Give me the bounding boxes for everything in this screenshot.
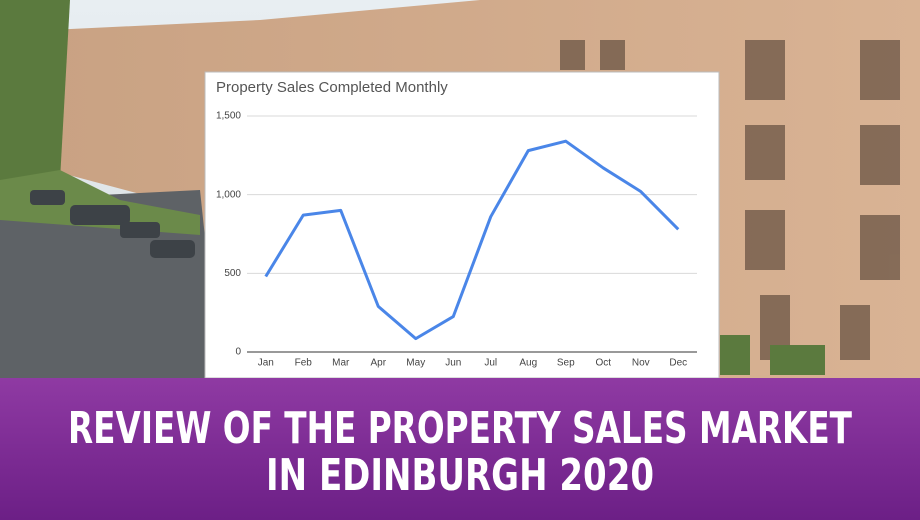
- x-tick-label: Jun: [445, 358, 461, 369]
- chart-title: Property Sales Completed Monthly: [216, 79, 448, 96]
- y-tick-label: 0: [235, 347, 241, 358]
- x-tick-label: Jul: [484, 358, 497, 369]
- x-tick-label: May: [406, 358, 425, 369]
- banner: [0, 378, 920, 520]
- chart-card: [204, 71, 720, 379]
- x-tick-label: Aug: [519, 358, 537, 369]
- x-tick-label: Apr: [370, 358, 386, 369]
- data-line: [264, 139, 680, 341]
- banner-title: IN EDINBURGH 2020: [266, 450, 654, 501]
- plot-area: 0 500 1,000 1,500 Jan Feb Mar Apr May Jun Jul Aug Se…: [216, 111, 697, 369]
- x-tick-label: Dec: [669, 358, 687, 369]
- x-tick-label: Mar: [332, 358, 350, 369]
- y-tick-label: 1,500: [216, 111, 241, 122]
- x-tick-label: Nov: [632, 358, 650, 369]
- banner-title: REVIEW OF THE PROPERTY SALES MARKET: [68, 403, 852, 454]
- x-tick-label: Sep: [557, 358, 575, 369]
- y-tick-label: 500: [224, 268, 241, 279]
- x-tick-label: Oct: [595, 358, 611, 369]
- x-tick-label: Feb: [295, 358, 313, 369]
- x-tick-label: Jan: [258, 358, 274, 369]
- y-tick-label: 1,000: [216, 189, 241, 200]
